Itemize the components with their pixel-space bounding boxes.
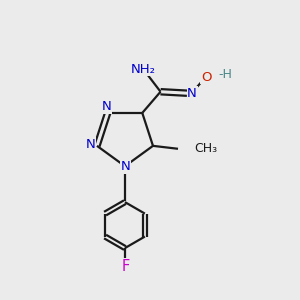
Text: F: F	[122, 259, 130, 274]
Text: N: N	[85, 138, 95, 151]
Text: -H: -H	[218, 68, 233, 81]
Text: N: N	[101, 100, 111, 113]
Text: NH₂: NH₂	[130, 62, 155, 75]
Text: NH₂: NH₂	[130, 63, 155, 76]
Text: O: O	[201, 70, 211, 83]
Text: CH₃: CH₃	[194, 142, 217, 155]
Text: N: N	[187, 87, 197, 100]
Text: N: N	[121, 160, 130, 173]
